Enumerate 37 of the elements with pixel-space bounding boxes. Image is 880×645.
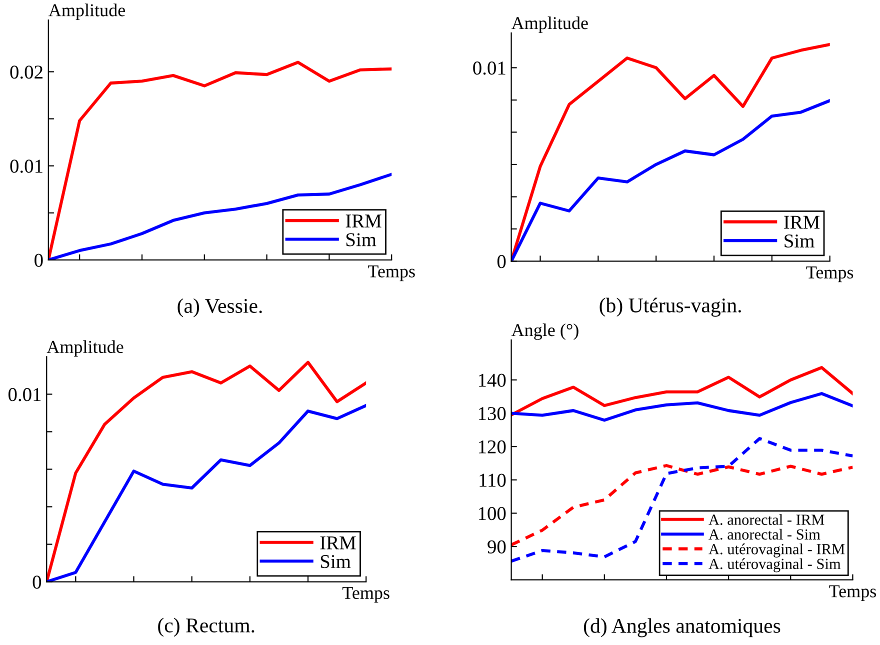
y-axis-title: Amplitude	[46, 340, 124, 357]
legend-label: IRM	[346, 214, 382, 228]
y-tick-label: 0	[32, 576, 42, 589]
legend-label: Sim	[784, 234, 814, 248]
y-tick-label: 0	[497, 255, 506, 268]
y-tick-label: 100	[478, 507, 506, 520]
y-tick-label: 0.01	[473, 62, 506, 75]
y-tick-label: 130	[478, 407, 506, 420]
x-axis-title: Temps	[368, 265, 415, 282]
text: (c) Rectum.	[158, 618, 254, 637]
legend-label: A. utérovaginal - Sim	[708, 558, 841, 572]
y-tick-label: 0.02	[10, 66, 42, 79]
text: (b) Utérus-vagin.	[600, 298, 741, 317]
legend-label: IRM	[784, 216, 820, 229]
x-axis-title: Temps	[342, 586, 390, 603]
y-tick-label: 120	[478, 440, 506, 454]
x-axis-title: Temps	[806, 266, 854, 282]
legend-label: Sim	[346, 233, 376, 246]
legend-label: A. anorectal - Sim	[708, 528, 820, 540]
y-axis-title: Amplitude	[511, 16, 588, 33]
y-tick-label: 0	[34, 254, 43, 267]
line-series	[511, 392, 853, 422]
y-tick-label: 0.01	[10, 160, 42, 173]
y-axis-title: Angle (°)	[511, 323, 578, 340]
legend-label: A. utérovaginal - IRM	[708, 544, 845, 558]
y-tick-label: 140	[478, 374, 506, 387]
y-tick-label: 0.01	[8, 388, 41, 402]
legend-label: A. anorectal - IRM	[708, 514, 824, 525]
text: (d) Angles anatomiques	[584, 618, 780, 638]
legend-label: IRM	[320, 536, 356, 550]
y-tick-label: 110	[480, 474, 506, 487]
text: (a) Vessie.	[178, 298, 262, 318]
line-series	[511, 366, 853, 416]
x-axis-title: Temps	[829, 585, 876, 602]
legend-label: Sim	[320, 555, 351, 568]
y-tick-label: 90	[488, 540, 506, 554]
y-axis-title: Amplitude	[48, 4, 126, 20]
